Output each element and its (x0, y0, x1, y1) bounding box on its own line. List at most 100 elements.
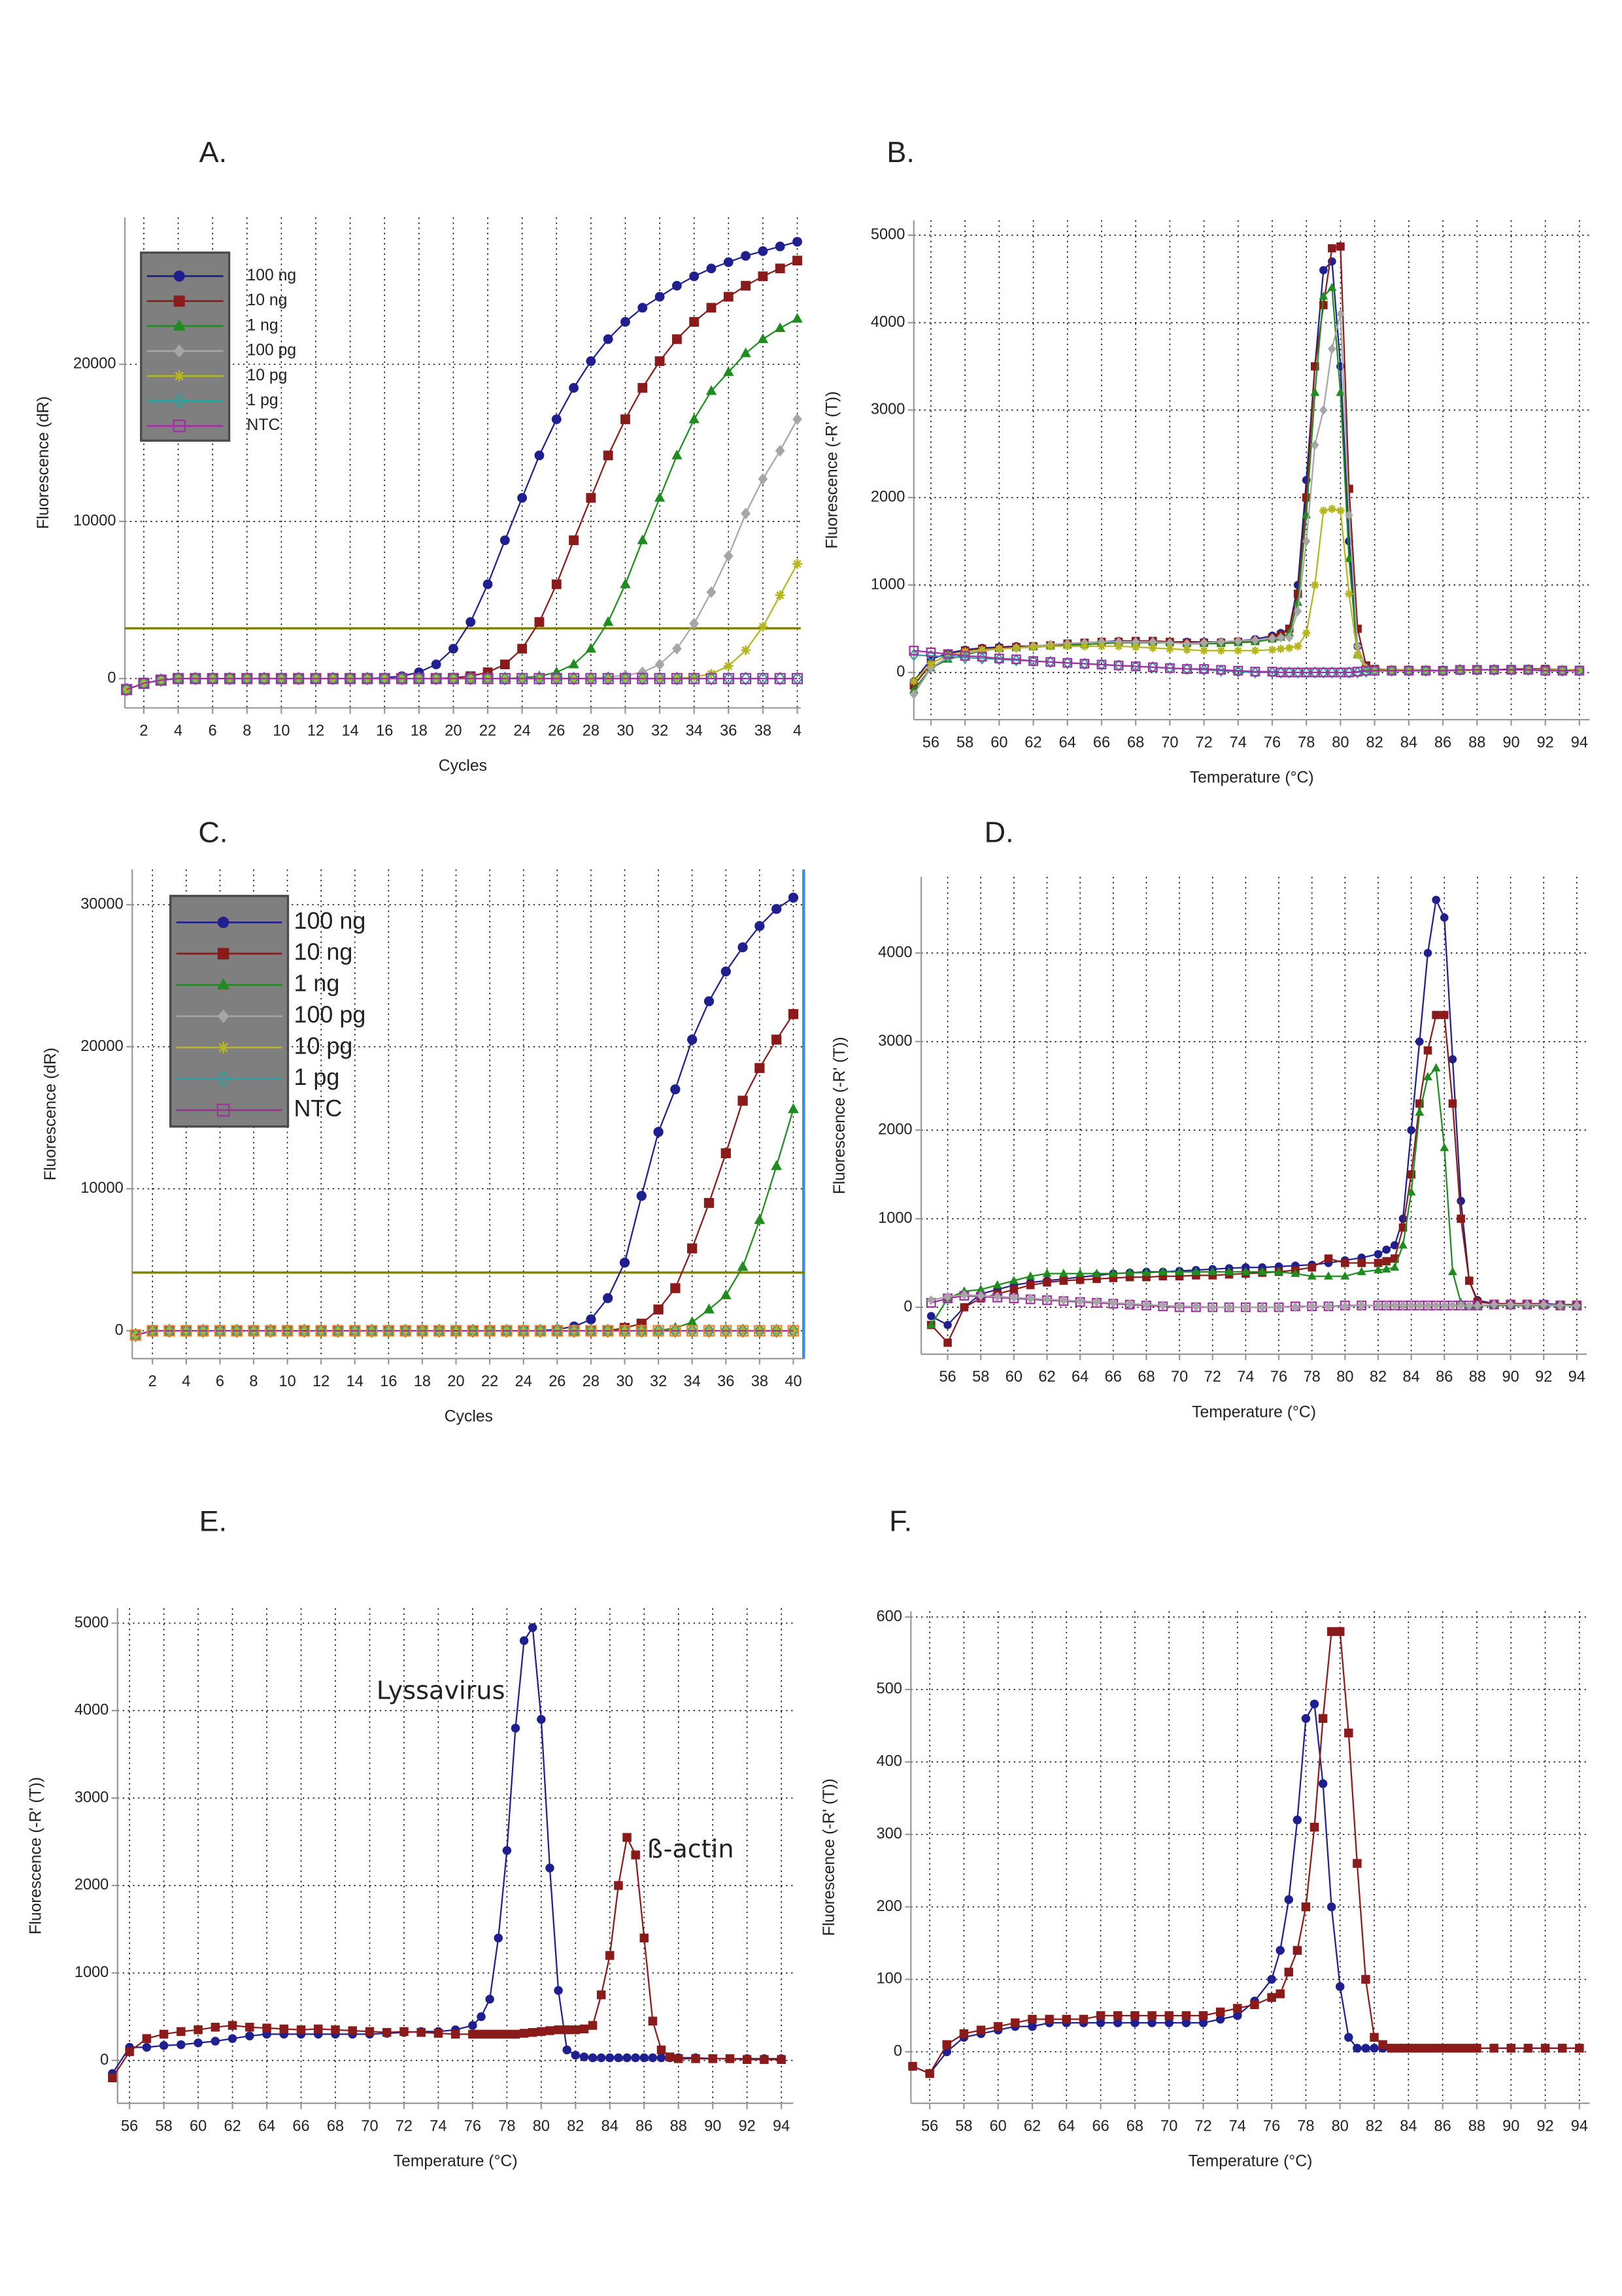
marker (1250, 667, 1260, 676)
marker (130, 1330, 141, 1340)
x-tick-label: 90 (1502, 733, 1519, 750)
x-tick-label: 58 (156, 2117, 173, 2134)
marker (1319, 291, 1328, 300)
marker (1268, 645, 1277, 654)
marker (194, 2025, 203, 2035)
marker (775, 263, 785, 274)
legend-label: 1 pg (247, 391, 279, 409)
marker (1113, 2011, 1123, 2020)
legend-label: 1 ng (294, 970, 339, 997)
marker (1215, 2007, 1225, 2017)
marker (1557, 2044, 1567, 2053)
marker (1370, 665, 1380, 676)
y-tick-label: 2000 (75, 1876, 109, 1893)
marker (146, 1325, 158, 1337)
marker (399, 1325, 411, 1337)
x-tick-label: 74 (1237, 1368, 1254, 1385)
marker (1215, 2014, 1225, 2024)
marker (654, 291, 665, 302)
marker (770, 1325, 783, 1337)
marker (216, 1071, 230, 1087)
x-tick-label: 68 (1126, 2117, 1143, 2134)
marker (1357, 1267, 1366, 1276)
x-tick-label: 72 (1204, 1368, 1221, 1385)
marker (1096, 659, 1107, 670)
marker (1324, 1254, 1333, 1263)
marker (689, 271, 700, 282)
marker (791, 671, 803, 686)
marker (1200, 646, 1208, 655)
marker (754, 1214, 766, 1224)
marker (788, 1008, 799, 1020)
marker (331, 1323, 345, 1339)
marker (1274, 1267, 1283, 1276)
x-tick-label: 80 (1332, 2117, 1349, 2134)
marker (585, 642, 597, 653)
marker (618, 1323, 631, 1339)
marker (448, 644, 458, 654)
marker (1026, 1271, 1036, 1280)
marker (142, 2042, 152, 2052)
marker (601, 1323, 614, 1339)
x-tick-label: 16 (380, 1373, 397, 1389)
marker (1432, 1010, 1440, 1020)
marker (1045, 656, 1056, 669)
marker (1374, 1259, 1383, 1267)
marker (720, 1289, 732, 1299)
marker (482, 671, 494, 686)
marker (619, 671, 632, 686)
marker (447, 673, 459, 684)
x-tick-label: 68 (1138, 1368, 1155, 1385)
x-tick-label: 88 (1468, 2117, 1485, 2134)
marker (671, 671, 683, 686)
marker (942, 2040, 951, 2050)
marker (1293, 666, 1303, 679)
marker (1234, 646, 1243, 655)
y-tick-label: 20000 (73, 355, 116, 372)
marker (1198, 2011, 1208, 2020)
x-tick-label: 78 (1298, 733, 1315, 750)
marker (571, 2025, 581, 2035)
x-tick-label: 74 (1230, 733, 1247, 750)
x-axis-label: Temperature (°C) (394, 2153, 518, 2171)
marker (1391, 1300, 1399, 1311)
marker (1097, 642, 1106, 651)
panel-label: C. (198, 815, 228, 848)
y-tick-label: 400 (876, 1752, 902, 1769)
marker (1285, 628, 1294, 637)
marker (1319, 405, 1328, 416)
marker (706, 586, 717, 598)
marker (775, 590, 785, 601)
marker (1284, 1967, 1294, 1977)
marker (1096, 2011, 1106, 2020)
x-tick-label: 58 (972, 1368, 989, 1385)
marker (1301, 1714, 1311, 1723)
x-tick-label: 72 (396, 2117, 413, 2134)
marker (741, 251, 751, 261)
marker (568, 1325, 580, 1337)
marker (177, 2027, 186, 2037)
marker (207, 671, 219, 686)
marker (1341, 1301, 1349, 1312)
marker (1415, 1107, 1425, 1116)
y-axis-label: Fluorescence (-R' (T)) (820, 1778, 838, 1936)
marker (1285, 632, 1294, 642)
marker (1382, 1245, 1391, 1254)
series-line (930, 1014, 1577, 1344)
marker (245, 2022, 254, 2032)
x-tick-label: 10 (279, 1373, 296, 1389)
marker (1575, 665, 1584, 674)
marker (1130, 2018, 1140, 2027)
marker (1407, 1170, 1415, 1179)
x-tick-label: 94 (773, 2117, 790, 2134)
marker (994, 654, 1004, 663)
marker (129, 1327, 142, 1342)
marker (569, 383, 579, 393)
marker (619, 673, 632, 684)
marker (754, 921, 765, 931)
marker (173, 393, 186, 409)
marker (1472, 665, 1482, 675)
marker (1336, 388, 1345, 396)
marker (262, 2023, 271, 2033)
